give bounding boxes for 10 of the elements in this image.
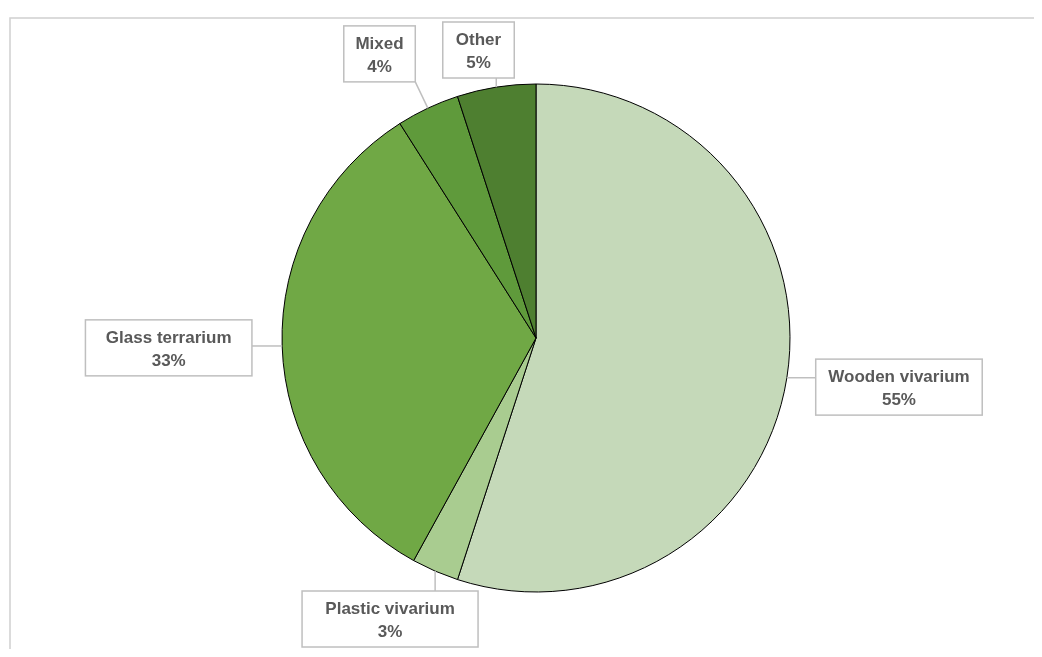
slice-label: Mixed — [355, 33, 404, 53]
slice-label: Other — [455, 30, 502, 49]
slice-label: Glass terrarium — [105, 327, 232, 347]
slice-label: Plastic vivarium — [325, 599, 455, 618]
data-label: 3% — [377, 622, 403, 641]
slice-label: Wooden vivarium — [828, 367, 970, 387]
data-label: 33% — [151, 350, 186, 370]
data-label: 4% — [367, 56, 392, 76]
data-label: 5% — [466, 53, 491, 72]
data-label: 55% — [881, 390, 916, 410]
